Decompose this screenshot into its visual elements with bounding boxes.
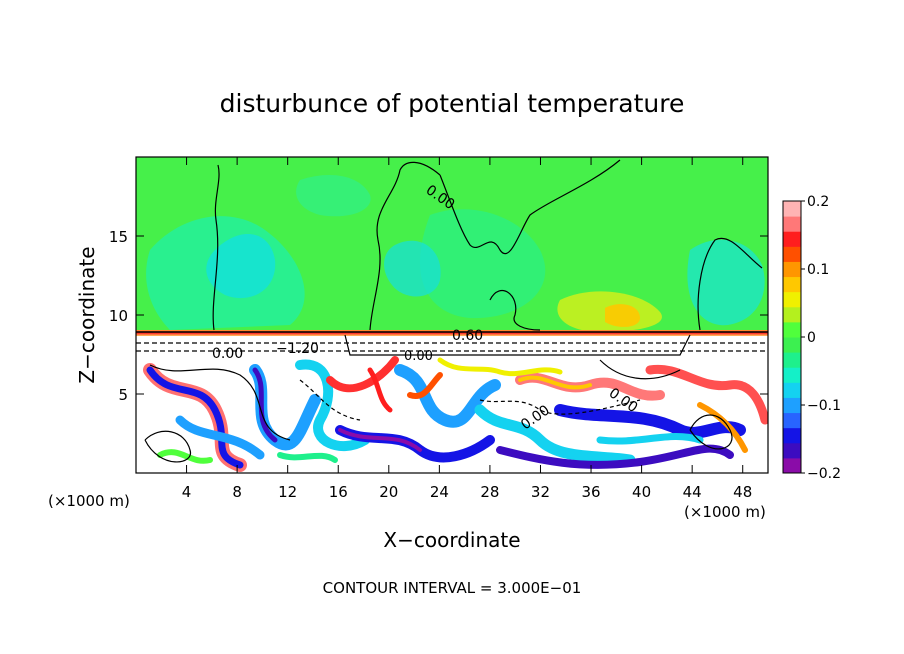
x-unit-left: (×1000 m)	[48, 492, 130, 510]
colorbar-segment	[783, 201, 801, 217]
contour-interval-note: CONTOUR INTERVAL = 3.000E−01	[323, 579, 582, 597]
contour-label: 0.60	[452, 328, 483, 344]
x-tick-label: 12	[278, 483, 297, 501]
cool-region-2	[206, 233, 276, 299]
colorbar-segment	[783, 261, 801, 278]
colorbar-segment	[783, 276, 801, 293]
x-tick-label: 32	[531, 483, 550, 501]
x-axis-label: X−coordinate	[383, 528, 520, 552]
x-tick-label: 28	[480, 483, 499, 501]
x-tick-label: 20	[379, 483, 398, 501]
contour-label: 0.00	[212, 346, 243, 362]
colorbar-tick-label: 0.2	[807, 194, 829, 210]
x-tick-label: 4	[182, 483, 192, 501]
x-axis: 4 8 12 16 20 24 28 32 36 40 44 48	[182, 157, 752, 501]
colorbar-segment	[783, 442, 801, 459]
x-tick-label: 40	[632, 483, 651, 501]
colorbar-segment	[783, 427, 801, 444]
contour-label: −1.20	[276, 341, 319, 357]
y-tick-label: 15	[109, 228, 128, 246]
cool-region-6	[296, 175, 371, 217]
y-tick-label: 5	[118, 386, 128, 404]
colorbar-segment	[783, 246, 801, 262]
colorbar-segment	[783, 367, 801, 383]
colorbar-segment	[783, 321, 801, 338]
colorbar-tick-label: 0.1	[807, 262, 829, 278]
colorbar-tick-label: −0.2	[807, 466, 841, 482]
cool-region-5	[687, 239, 765, 326]
cool-region-4	[384, 240, 441, 297]
colorbar-segment	[783, 457, 801, 474]
x-tick-label: 44	[683, 483, 702, 501]
colorbar-segment	[783, 412, 801, 429]
colorbar-segment	[783, 291, 801, 308]
x-tick-label: 8	[232, 483, 242, 501]
heatmap-field	[136, 157, 768, 473]
inversion-band	[136, 330, 768, 336]
chart-title: disturbunce of potential temperature	[220, 89, 685, 118]
contour-label: 0.00	[404, 349, 433, 364]
colorbar-tick-label: −0.1	[807, 398, 841, 414]
x-tick-label: 24	[430, 483, 449, 501]
cool-region-3	[419, 209, 546, 319]
x-unit-right: (×1000 m)	[684, 503, 766, 521]
colorbar-segment	[783, 231, 801, 247]
colorbar-segment	[783, 216, 801, 232]
colorbar-segment	[783, 397, 801, 414]
y-tick-label: 10	[109, 307, 128, 325]
y-axis-label: Z−coordinate	[75, 246, 99, 383]
colorbar-segment	[783, 382, 801, 398]
contour-lines	[136, 159, 768, 463]
turbulent-streaks	[143, 356, 768, 472]
x-tick-label: 36	[581, 483, 600, 501]
x-tick-label: 16	[329, 483, 348, 501]
colorbar-tick-label: 0	[807, 330, 816, 346]
colorbar-segment	[783, 306, 801, 323]
colorbar: 0.2 0.1 0 −0.1 −0.2	[782, 194, 841, 482]
y-axis: 5 10 15	[109, 228, 768, 404]
contour-labels: 0.00 0.60 −1.20 0.00 0.00 0.00 0.00	[212, 182, 640, 433]
colorbar-segment	[783, 337, 801, 353]
x-tick-label: 48	[733, 483, 752, 501]
colorbar-segment	[783, 352, 801, 368]
warm-region-2	[605, 304, 640, 327]
